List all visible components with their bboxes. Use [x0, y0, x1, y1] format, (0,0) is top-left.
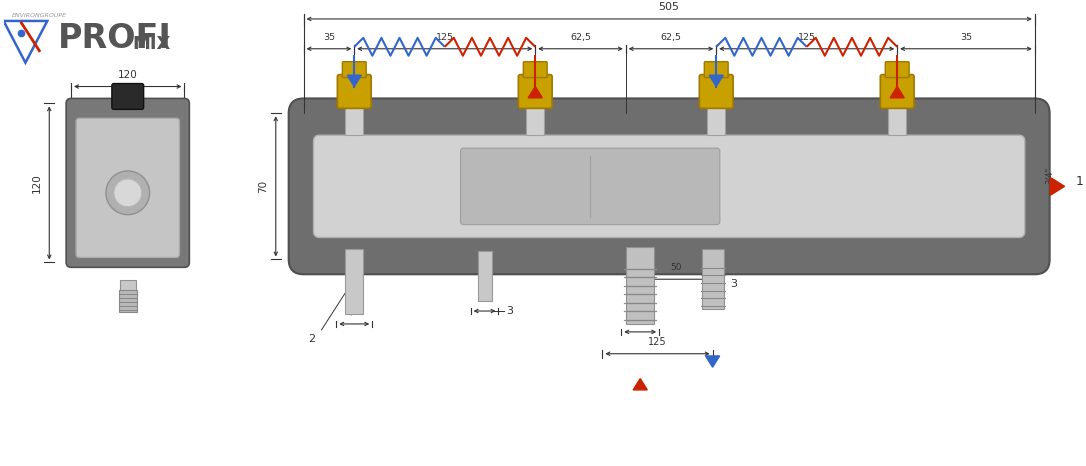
- Bar: [119, 280, 136, 292]
- Text: 62,5: 62,5: [660, 33, 682, 42]
- Polygon shape: [1050, 178, 1064, 195]
- Circle shape: [106, 171, 150, 215]
- Text: 2: 2: [308, 334, 316, 344]
- Bar: [345, 249, 363, 314]
- Text: 62,5: 62,5: [570, 33, 591, 42]
- Circle shape: [114, 179, 141, 207]
- Polygon shape: [633, 378, 647, 390]
- FancyBboxPatch shape: [523, 62, 547, 77]
- Polygon shape: [706, 356, 720, 367]
- Bar: [478, 252, 492, 301]
- Text: 35: 35: [960, 33, 972, 42]
- Text: 50: 50: [671, 263, 682, 272]
- Bar: [345, 79, 363, 135]
- Bar: [702, 249, 723, 309]
- Text: PROFI: PROFI: [59, 22, 172, 55]
- Bar: [888, 79, 906, 135]
- Text: 3/4": 3/4": [345, 308, 364, 317]
- FancyBboxPatch shape: [76, 118, 179, 257]
- Text: 125: 125: [798, 33, 816, 42]
- Text: 1: 1: [1075, 175, 1084, 188]
- FancyBboxPatch shape: [338, 75, 371, 109]
- Text: 120: 120: [118, 69, 138, 80]
- FancyBboxPatch shape: [705, 62, 728, 77]
- Text: 3: 3: [506, 306, 514, 316]
- Bar: [527, 79, 544, 135]
- Text: 125: 125: [435, 33, 454, 42]
- FancyBboxPatch shape: [460, 148, 720, 225]
- Polygon shape: [709, 75, 723, 87]
- Bar: [707, 79, 725, 135]
- Text: 70: 70: [257, 180, 268, 193]
- Text: ENVIRONGROUPE: ENVIRONGROUPE: [12, 13, 66, 18]
- FancyBboxPatch shape: [518, 75, 552, 109]
- FancyBboxPatch shape: [66, 98, 189, 267]
- Polygon shape: [528, 87, 542, 98]
- Text: 120: 120: [31, 173, 41, 193]
- FancyBboxPatch shape: [289, 98, 1050, 274]
- Bar: [627, 247, 654, 324]
- Polygon shape: [891, 87, 905, 98]
- Text: 35: 35: [323, 33, 334, 42]
- Text: MIX: MIX: [132, 35, 172, 53]
- Text: 3/4": 3/4": [1045, 167, 1053, 185]
- Polygon shape: [348, 75, 362, 87]
- FancyBboxPatch shape: [314, 135, 1025, 238]
- Text: 505: 505: [659, 2, 680, 12]
- FancyBboxPatch shape: [881, 75, 914, 109]
- Bar: [118, 290, 137, 312]
- Text: 3: 3: [731, 279, 737, 289]
- FancyBboxPatch shape: [342, 62, 366, 77]
- Text: 125: 125: [648, 337, 667, 347]
- Text: 1 1/2": 1 1/2": [627, 316, 654, 325]
- FancyBboxPatch shape: [885, 62, 909, 77]
- FancyBboxPatch shape: [112, 83, 143, 110]
- FancyBboxPatch shape: [699, 75, 733, 109]
- Text: M8: M8: [478, 295, 491, 304]
